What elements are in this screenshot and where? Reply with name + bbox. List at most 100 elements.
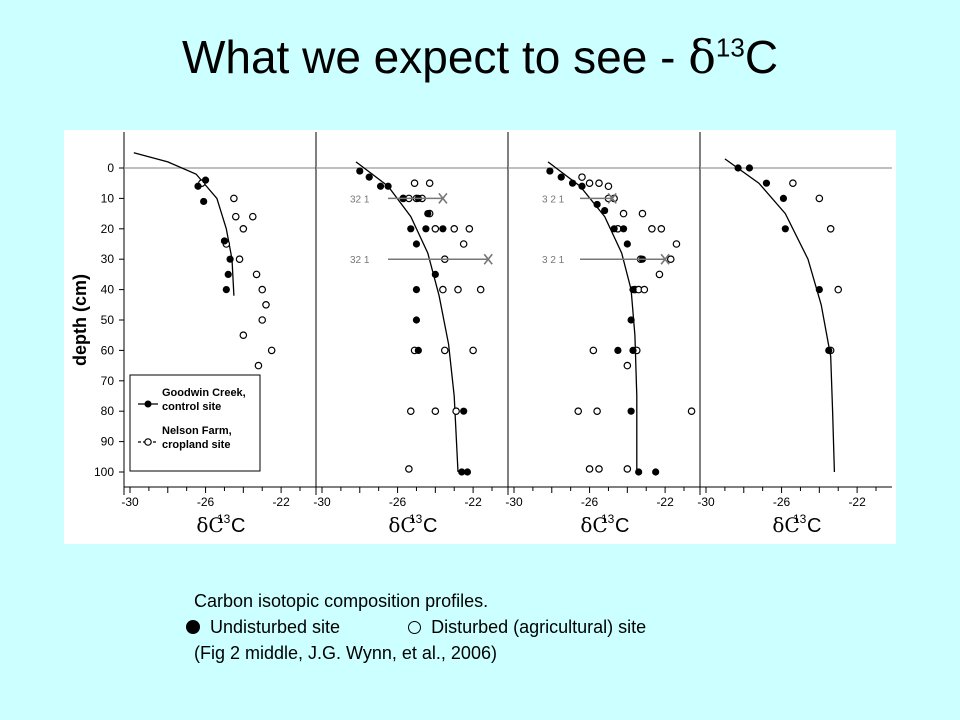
open-point — [619, 209, 628, 218]
filled-point — [546, 167, 554, 175]
open-point — [589, 346, 598, 355]
open-point — [262, 301, 270, 309]
filled-point — [463, 468, 472, 476]
y-axis-label: depth (cm) — [70, 274, 90, 366]
open-point — [459, 240, 468, 248]
open-point — [834, 285, 843, 294]
x-tick-label: -26 — [773, 495, 791, 509]
x-axis-label-sup: 13 — [409, 512, 423, 526]
x-axis-label-c: C — [423, 515, 437, 537]
open-point — [476, 285, 485, 294]
filled-point — [635, 468, 643, 476]
fit-curve — [547, 161, 638, 472]
open-point — [454, 285, 462, 294]
filled-point — [458, 468, 466, 476]
y-tick-label: 90 — [101, 435, 115, 449]
legend-open-marker — [144, 438, 152, 446]
open-point — [648, 225, 656, 233]
open-point — [672, 240, 681, 248]
open-point — [657, 225, 666, 233]
filled-point — [629, 346, 637, 354]
legend-entry-text: cropland site — [162, 439, 230, 451]
filled-point — [610, 225, 618, 233]
legend-entry-text: control site — [162, 401, 221, 413]
filled-point — [226, 255, 234, 263]
open-point — [469, 346, 477, 355]
x-tick-label: -26 — [389, 495, 407, 509]
y-tick-label: 50 — [101, 313, 115, 327]
filled-point — [601, 206, 609, 215]
fit-curve — [133, 152, 235, 296]
filled-point — [439, 225, 447, 233]
filled-point — [614, 346, 622, 354]
filled-point — [623, 240, 631, 248]
open-point — [239, 331, 248, 340]
x-axis-label: δC — [772, 513, 799, 537]
y-tick-label: 60 — [101, 343, 115, 357]
filled-point — [384, 182, 392, 190]
figure-panel: -30 -26 -22 δC 13 C -30 -26 -22 δC 13 C 32 1 32 1 -30-… — [64, 130, 896, 544]
filled-point — [557, 173, 565, 181]
open-point — [595, 465, 603, 473]
filled-point — [412, 240, 421, 248]
filled-point — [578, 182, 586, 190]
open-point — [252, 270, 261, 279]
slide-title: What we expect to see - δ13C — [0, 30, 960, 84]
annotation-label: 3 2 1 — [542, 194, 565, 205]
x-tick-label: -30 — [121, 495, 139, 509]
filled-point — [412, 316, 421, 324]
filled-point — [356, 167, 364, 175]
annotation-cross — [438, 192, 448, 204]
caption-citation: (Fig 2 middle, J.G. Wynn, et al., 2006) — [194, 643, 497, 663]
x-axis-label: δC — [388, 513, 415, 537]
filled-point — [220, 237, 229, 245]
x-tick-label: -26 — [581, 495, 599, 509]
open-point — [585, 179, 594, 188]
open-point — [405, 465, 413, 473]
title-text: What we expect to see - — [181, 31, 689, 83]
y-tick-label: 40 — [101, 283, 115, 297]
open-point — [235, 255, 244, 264]
x-axis-label-sup: 13 — [793, 512, 807, 526]
y-tick-label: 70 — [101, 374, 115, 388]
open-point — [440, 346, 449, 355]
open-point — [574, 407, 583, 416]
annotation-label: 3 2 1 — [542, 255, 565, 266]
x-tick-label: -30 — [697, 495, 715, 509]
y-tick-label: 80 — [101, 404, 115, 418]
filled-point — [376, 182, 385, 190]
annotation-cross — [607, 192, 617, 204]
x-axis-label-c: C — [615, 515, 629, 537]
open-point — [410, 179, 419, 188]
open-point — [789, 179, 797, 188]
filled-point — [745, 164, 754, 172]
filled-point — [619, 225, 628, 233]
filled-point — [815, 286, 823, 294]
legend-disturbed: Disturbed (agricultural) site — [431, 617, 647, 637]
filled-point — [762, 179, 771, 187]
filled-point — [431, 270, 439, 278]
filled-point — [629, 286, 637, 294]
x-tick-label: -22 — [656, 495, 674, 509]
filled-point — [779, 194, 788, 202]
open-point — [231, 212, 240, 221]
x-tick-label: -26 — [197, 495, 215, 509]
x-tick-label: -30 — [505, 495, 523, 509]
open-point — [638, 209, 647, 218]
open-point — [450, 225, 459, 233]
filled-point — [652, 468, 660, 476]
y-tick-label: 10 — [101, 191, 115, 205]
y-tick-label: 20 — [101, 222, 115, 236]
open-point — [431, 407, 440, 416]
open-point — [578, 173, 586, 181]
filled-point — [593, 200, 601, 209]
x-tick-label: -30 — [313, 495, 331, 509]
open-point — [585, 465, 594, 473]
x-axis-label-c: C — [231, 515, 245, 537]
filled-point — [734, 164, 742, 172]
open-point — [604, 182, 613, 191]
annotation-label: 32 1 — [350, 194, 370, 205]
y-tick-label: 100 — [94, 465, 114, 479]
open-point — [826, 225, 835, 233]
